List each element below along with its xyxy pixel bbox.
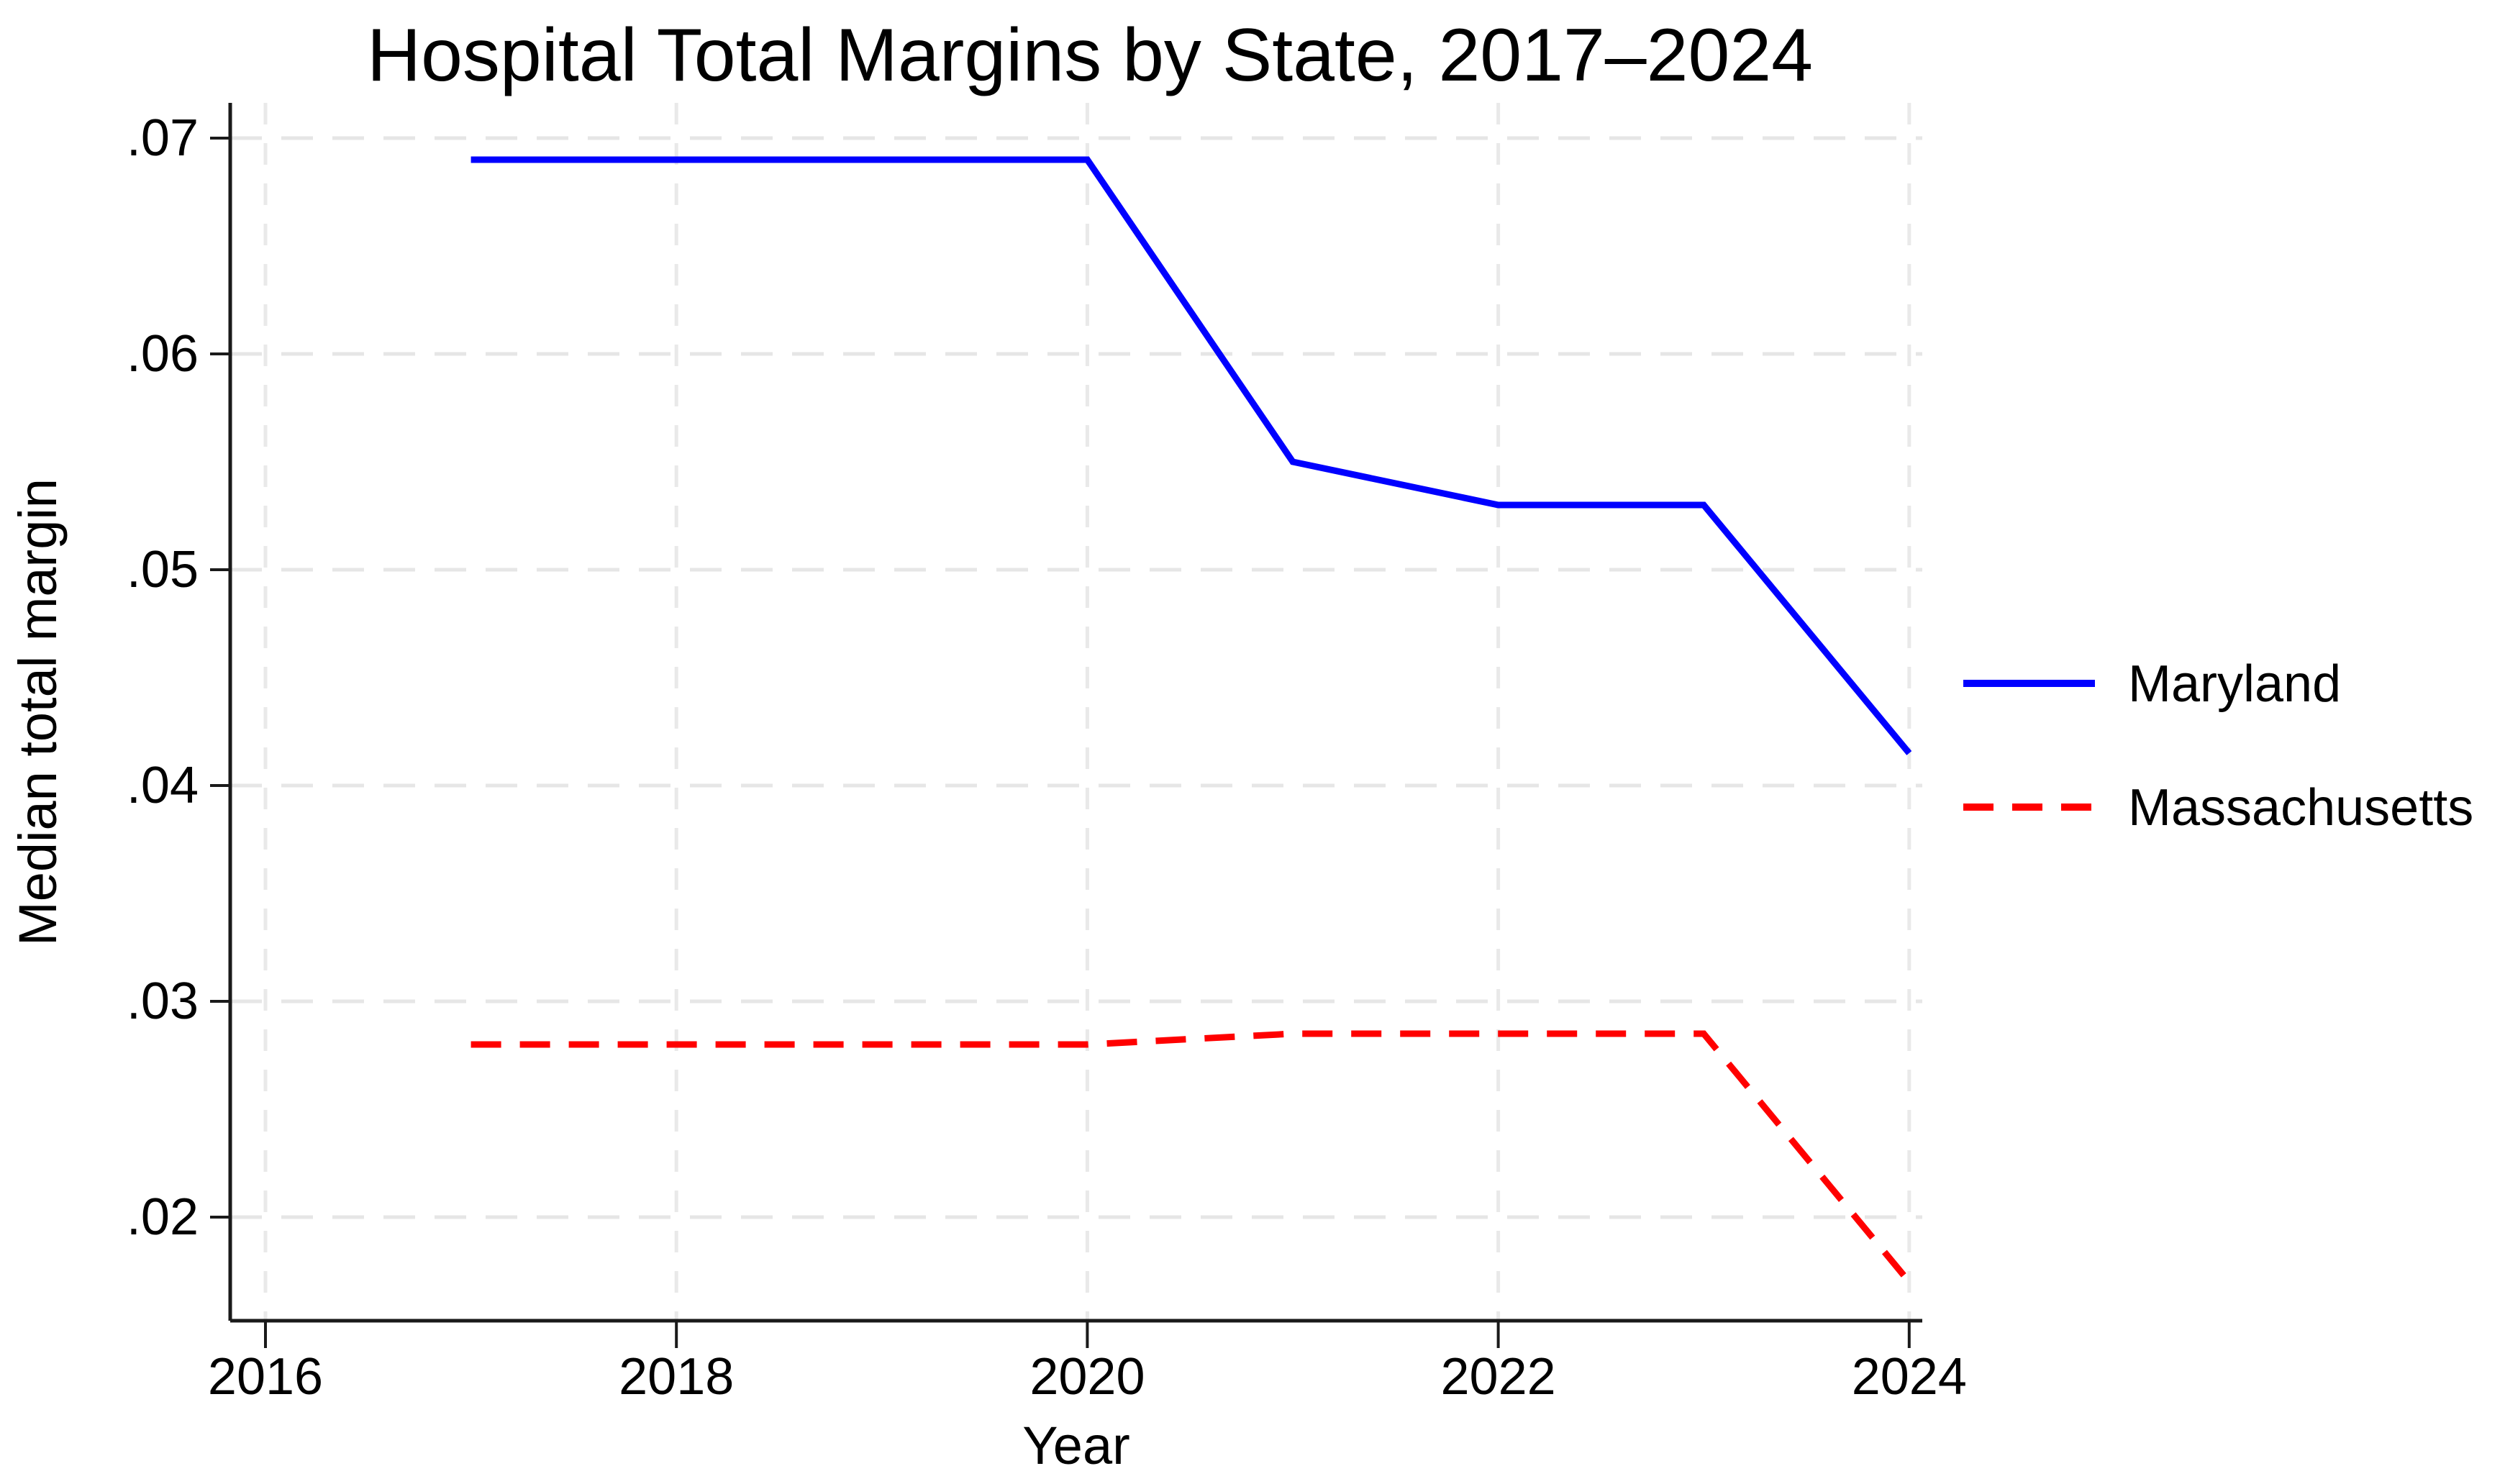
- y-tick-label-.05: .05: [127, 541, 199, 598]
- y-tick-label-.04: .04: [127, 757, 199, 814]
- axes: [210, 103, 1922, 1348]
- series-line-massachusetts: [470, 1030, 1912, 1284]
- legend-item-massachusetts: Massachusetts: [1963, 779, 2473, 837]
- x-tick-label-2022: 2022: [1441, 1348, 1556, 1406]
- series-line-maryland: [470, 156, 1912, 755]
- y-axis-title: Median total margin: [8, 478, 68, 946]
- y-tick-label-.07: .07: [127, 109, 199, 167]
- chart-title: Hospital Total Margins by State, 2017–20…: [367, 14, 1813, 97]
- tick-labels: 2016 2018 2020 2022 2024 .07 .06 .05 .04 .03 .02: [127, 109, 1967, 1406]
- y-tick-label-.02: .02: [127, 1188, 199, 1246]
- legend-item-maryland: Maryland: [1963, 655, 2341, 713]
- legend-label-maryland: Maryland: [2128, 655, 2341, 713]
- y-tick-label-.06: .06: [127, 325, 199, 383]
- series-lines: [470, 156, 1912, 1284]
- x-tick-label-2016: 2016: [208, 1348, 323, 1406]
- x-tick-label-2024: 2024: [1852, 1348, 1967, 1406]
- x-tick-label-2020: 2020: [1029, 1348, 1145, 1406]
- y-tick-label-.03: .03: [127, 973, 199, 1030]
- gridlines: [230, 103, 1922, 1321]
- legend-label-massachusetts: Massachusetts: [2128, 779, 2473, 837]
- x-axis-title: Year: [1022, 1416, 1130, 1475]
- legend: Maryland Massachusetts: [1963, 655, 2473, 837]
- x-tick-label-2018: 2018: [619, 1348, 734, 1406]
